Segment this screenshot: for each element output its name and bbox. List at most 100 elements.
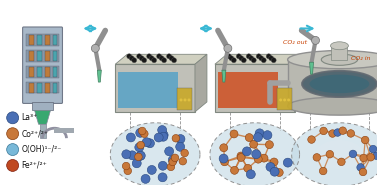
Circle shape (122, 162, 130, 170)
Circle shape (320, 127, 327, 135)
Circle shape (347, 130, 355, 137)
Circle shape (149, 56, 154, 61)
Circle shape (7, 112, 19, 124)
Bar (40, 124, 45, 138)
Circle shape (179, 157, 187, 165)
Circle shape (136, 151, 145, 160)
Circle shape (263, 131, 272, 140)
Circle shape (132, 58, 137, 63)
Circle shape (251, 58, 256, 63)
Circle shape (249, 140, 258, 148)
Circle shape (279, 98, 282, 101)
Circle shape (187, 98, 191, 101)
Text: La³⁺: La³⁺ (22, 113, 38, 122)
Circle shape (373, 152, 378, 160)
Circle shape (141, 130, 148, 138)
Circle shape (168, 155, 177, 164)
Circle shape (165, 147, 174, 156)
Circle shape (230, 130, 238, 138)
Circle shape (132, 159, 141, 168)
Circle shape (135, 153, 142, 161)
Circle shape (152, 58, 156, 63)
Bar (218, 72, 278, 108)
Circle shape (265, 141, 273, 149)
Circle shape (159, 56, 164, 61)
Circle shape (142, 58, 147, 63)
Circle shape (169, 158, 177, 166)
Circle shape (326, 150, 334, 158)
Circle shape (334, 129, 341, 136)
Circle shape (159, 132, 168, 141)
Circle shape (283, 98, 286, 101)
Polygon shape (215, 54, 307, 64)
Circle shape (245, 134, 253, 142)
Ellipse shape (288, 51, 378, 69)
Bar (45, 51, 50, 61)
Circle shape (124, 167, 132, 175)
Circle shape (91, 44, 99, 52)
Circle shape (360, 154, 367, 162)
Bar (53, 51, 57, 61)
Circle shape (181, 149, 188, 157)
Circle shape (266, 162, 275, 171)
FancyBboxPatch shape (23, 27, 62, 103)
Circle shape (147, 54, 152, 59)
Bar (177, 88, 192, 110)
Circle shape (357, 164, 364, 171)
Circle shape (176, 142, 185, 151)
Circle shape (229, 56, 234, 61)
Circle shape (147, 166, 156, 174)
Circle shape (7, 160, 19, 171)
Bar (29, 35, 34, 45)
Circle shape (261, 58, 266, 63)
Circle shape (270, 158, 278, 166)
Circle shape (122, 150, 131, 159)
Bar (54, 128, 74, 133)
Circle shape (359, 168, 367, 176)
Circle shape (226, 54, 231, 59)
Circle shape (349, 150, 357, 158)
Circle shape (311, 36, 319, 44)
Circle shape (246, 54, 251, 59)
Circle shape (246, 170, 255, 179)
Text: CO₂ in: CO₂ in (352, 56, 371, 61)
Circle shape (7, 144, 19, 155)
Bar (29, 67, 34, 77)
Circle shape (136, 151, 145, 160)
Circle shape (252, 150, 261, 159)
Circle shape (162, 58, 167, 63)
Circle shape (158, 161, 167, 170)
Circle shape (127, 54, 132, 59)
Circle shape (271, 58, 276, 63)
Circle shape (308, 136, 315, 143)
Circle shape (339, 127, 347, 134)
Circle shape (172, 58, 177, 63)
Bar (37, 67, 42, 77)
Bar (45, 35, 50, 45)
Circle shape (172, 134, 180, 142)
Circle shape (259, 56, 264, 61)
Circle shape (269, 56, 274, 61)
Circle shape (146, 139, 155, 148)
Circle shape (329, 130, 336, 137)
Circle shape (167, 54, 172, 59)
Circle shape (138, 127, 146, 135)
Circle shape (313, 154, 321, 161)
Ellipse shape (288, 97, 378, 115)
Circle shape (135, 143, 144, 152)
Circle shape (220, 144, 228, 152)
Ellipse shape (316, 140, 363, 169)
Circle shape (159, 131, 168, 140)
Circle shape (126, 133, 135, 142)
Circle shape (136, 128, 145, 137)
Bar (37, 83, 42, 92)
Text: Fe²⁺/²⁺: Fe²⁺/²⁺ (22, 161, 47, 170)
Polygon shape (294, 54, 307, 112)
Circle shape (287, 98, 290, 101)
Circle shape (241, 58, 246, 63)
Polygon shape (98, 70, 101, 82)
Circle shape (158, 126, 167, 134)
Circle shape (255, 129, 264, 138)
Circle shape (369, 145, 377, 153)
Circle shape (156, 54, 162, 59)
